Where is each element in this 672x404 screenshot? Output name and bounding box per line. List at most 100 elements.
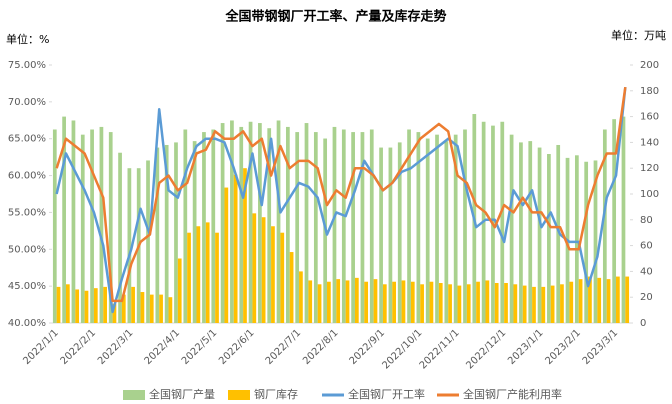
- bar: [121, 294, 126, 323]
- bar: [457, 285, 462, 323]
- legend-swatch: [123, 390, 145, 400]
- bar: [569, 281, 574, 323]
- bar: [438, 283, 443, 323]
- bar: [183, 129, 188, 323]
- bar: [578, 279, 583, 323]
- x-tick-label: 2023/1/1: [506, 327, 546, 367]
- bar: [448, 284, 452, 323]
- bar: [351, 132, 355, 323]
- bar: [513, 284, 518, 323]
- legend-swatch: [228, 390, 250, 400]
- bar: [373, 279, 378, 323]
- bar: [196, 226, 201, 323]
- y-tick-label: 50.00%: [8, 244, 46, 255]
- legend-label: 全国钢厂产能利用率: [463, 387, 562, 401]
- bar: [258, 123, 262, 323]
- bar: [140, 292, 145, 323]
- bar: [280, 232, 285, 323]
- bar: [621, 116, 626, 323]
- x-tick-label: 2022/11/1: [418, 327, 462, 371]
- bar: [519, 142, 523, 323]
- x-tick-label: 2022/7/1: [264, 327, 304, 367]
- y2-tick-label: 80: [640, 215, 653, 226]
- bar: [187, 232, 191, 323]
- bar: [289, 252, 294, 323]
- bar: [388, 147, 393, 323]
- bar: [332, 126, 337, 323]
- bar: [541, 286, 546, 323]
- bar: [230, 120, 234, 323]
- y-tick-label: 75.00%: [8, 60, 46, 71]
- bar: [295, 132, 300, 323]
- bar: [65, 284, 70, 323]
- bar: [159, 294, 163, 323]
- bar: [62, 116, 66, 323]
- bar: [556, 144, 561, 323]
- bar: [155, 147, 160, 323]
- bar: [261, 217, 266, 323]
- bar: [177, 258, 182, 323]
- bar: [547, 154, 551, 323]
- bar: [243, 168, 247, 323]
- bar: [453, 134, 458, 323]
- bar: [401, 280, 406, 323]
- bar: [509, 134, 514, 323]
- chart-title: 全国带钢钢厂开工率、产量及库存走势: [224, 9, 446, 25]
- bar: [416, 132, 421, 323]
- bar: [75, 289, 80, 323]
- bar: [317, 284, 322, 323]
- bar: [118, 152, 122, 323]
- line: [55, 86, 627, 314]
- bar: [211, 129, 216, 323]
- bar: [425, 138, 430, 323]
- bar: [550, 285, 555, 323]
- y-tick-label: 45.00%: [8, 281, 46, 292]
- bar: [248, 121, 253, 323]
- bar: [202, 132, 206, 323]
- bar: [444, 141, 449, 323]
- bar: [584, 161, 589, 323]
- y2-tick-label: 0: [640, 318, 646, 329]
- bar: [168, 297, 173, 323]
- y2-tick-label: 40: [640, 266, 653, 277]
- bar: [435, 134, 439, 323]
- bar: [341, 129, 346, 323]
- bar: [504, 283, 508, 323]
- y2-tick-label: 20: [640, 292, 653, 303]
- x-tick-label: 2022/9/1: [348, 327, 388, 367]
- y2-tick-label: 180: [640, 86, 659, 97]
- bar: [574, 155, 579, 323]
- y-tick-label: 40.00%: [8, 318, 46, 329]
- bar: [90, 129, 94, 323]
- x-tick-label: 2022/3/1: [96, 327, 136, 367]
- y-unit-label: 单位：%: [6, 32, 49, 46]
- bar: [560, 284, 564, 323]
- bar: [313, 132, 318, 323]
- x-tick-label: 2022/4/1: [143, 327, 183, 367]
- y2-tick-label: 160: [640, 112, 659, 123]
- bar: [267, 128, 272, 323]
- bar: [397, 142, 402, 323]
- bar: [612, 119, 617, 324]
- bar: [354, 277, 359, 323]
- x-tick-label: 2022/8/1: [301, 327, 341, 367]
- bar: [127, 168, 132, 323]
- bar: [494, 283, 499, 323]
- bar: [369, 129, 374, 323]
- line: [55, 86, 627, 303]
- bar: [379, 147, 383, 323]
- y-tick-label: 70.00%: [8, 97, 46, 108]
- bar: [164, 144, 169, 323]
- y2-tick-label: 100: [640, 189, 659, 200]
- bar: [192, 141, 197, 323]
- bar: [407, 129, 411, 323]
- bar: [233, 174, 238, 323]
- bar: [99, 126, 104, 323]
- bar: [537, 147, 542, 323]
- bar: [224, 187, 229, 323]
- y2-tick-label: 120: [640, 163, 659, 174]
- bar: [84, 290, 89, 323]
- y2-tick-label: 200: [640, 60, 659, 71]
- y-tick-label: 65.00%: [8, 134, 46, 145]
